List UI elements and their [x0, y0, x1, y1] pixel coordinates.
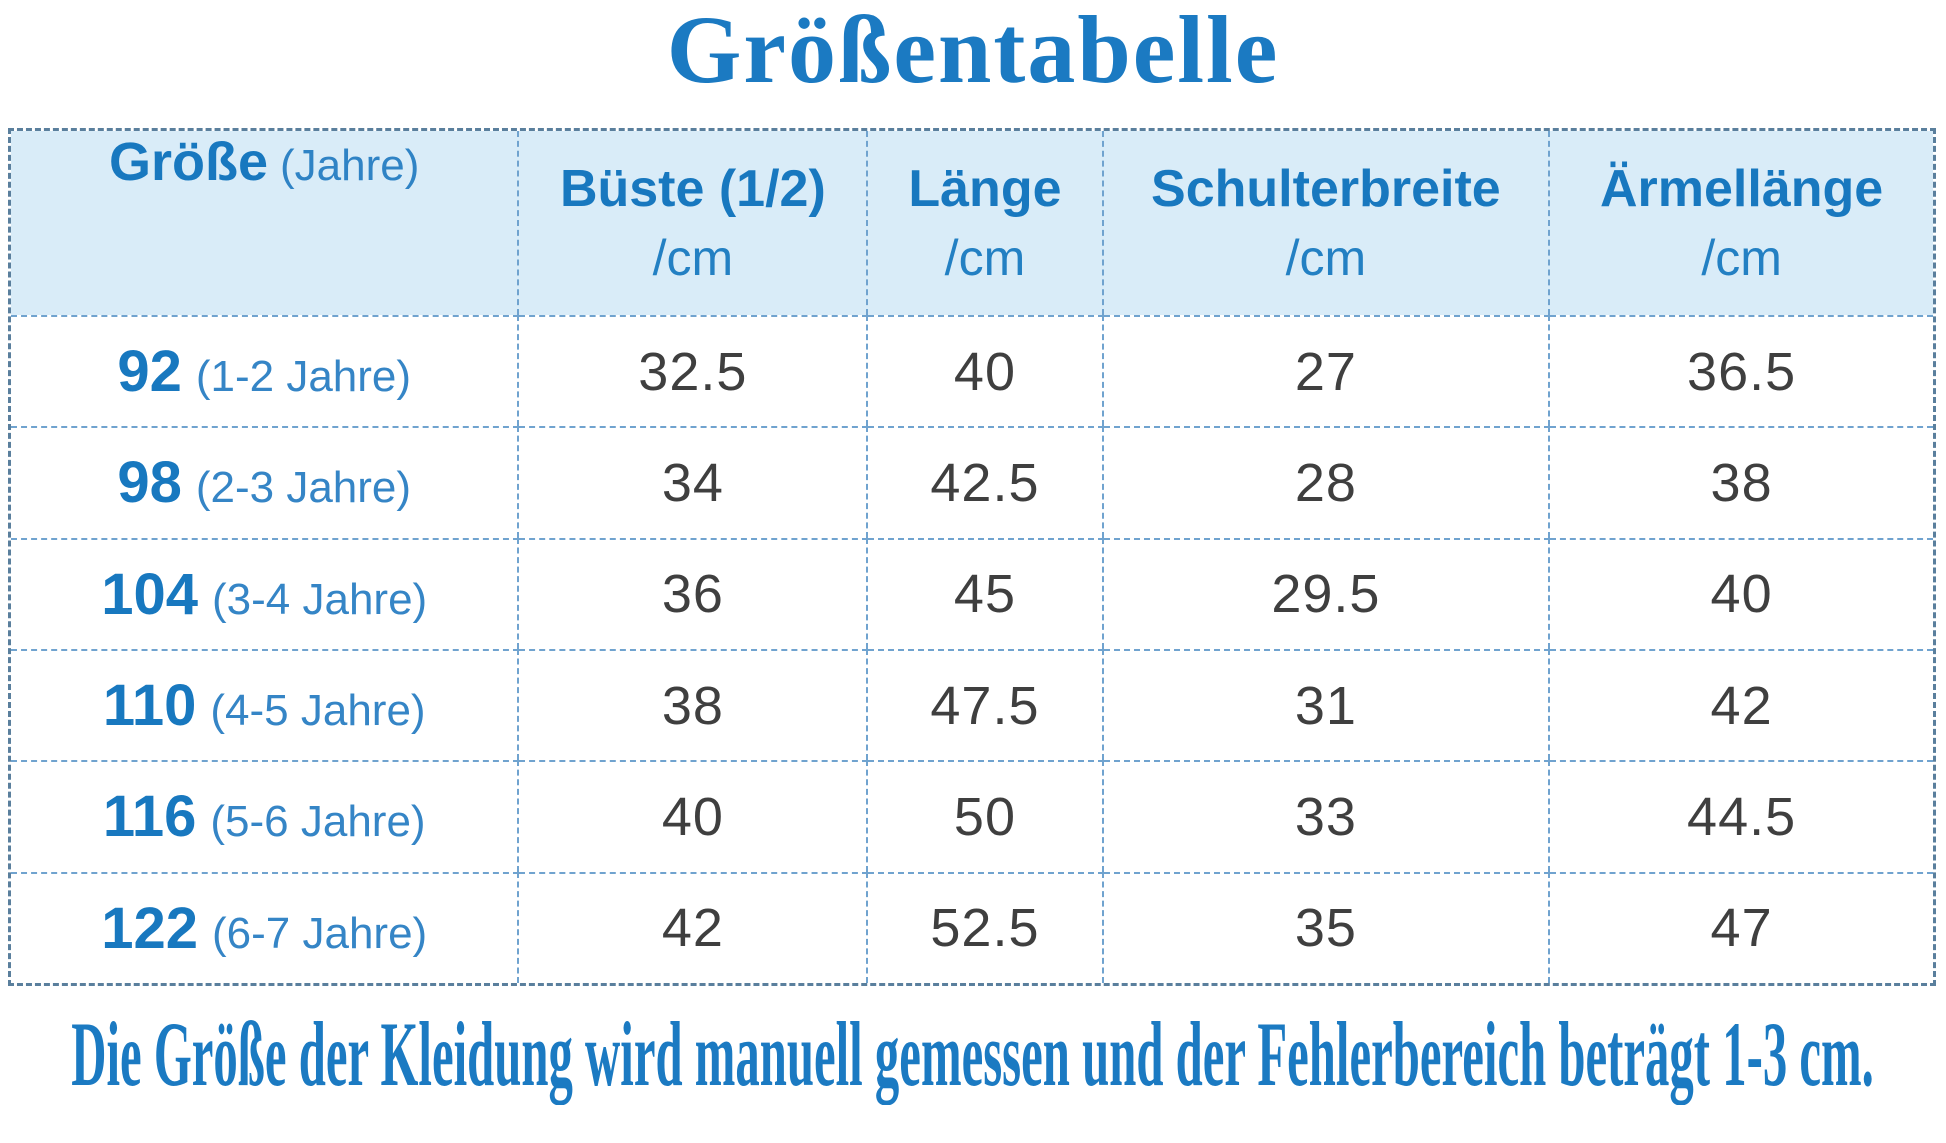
- shoulder-cell: 33: [1103, 760, 1551, 872]
- bust-value: 34: [661, 452, 724, 513]
- header-label: Büste (1/2): [559, 159, 826, 218]
- bust-value: 36: [661, 564, 724, 625]
- header-unit: /cm: [944, 229, 1026, 286]
- size-number: 116: [102, 784, 197, 850]
- bust-value: 32.5: [638, 341, 748, 402]
- length-cell: 47.5: [868, 648, 1104, 761]
- length-value: 42.5: [930, 452, 1040, 513]
- age-range: (2-3 Jahre): [195, 463, 412, 513]
- bust-cell: 34: [519, 426, 869, 538]
- header-unit: /cm: [1285, 229, 1367, 286]
- header-label: Größe: [109, 132, 269, 192]
- measurement-note-row: Die Größe der Kleidung wird manuell geme…: [0, 1002, 1946, 1106]
- size-number: 104: [101, 561, 198, 627]
- header-unit: /cm: [652, 229, 734, 286]
- header-cell-aermellaenge: Ärmellänge /cm: [1550, 131, 1933, 315]
- sleeve-cell: 38: [1550, 426, 1933, 537]
- age-range: (5-6 Jahre): [210, 797, 426, 847]
- length-value: 47.5: [930, 675, 1040, 736]
- length-cell: 50: [868, 760, 1104, 872]
- sleeve-cell: 47: [1550, 871, 1933, 983]
- shoulder-cell: 29.5: [1103, 537, 1551, 649]
- bust-value: 40: [661, 786, 724, 847]
- measurement-note: Die Größe der Kleidung wird manuell geme…: [71, 1003, 1875, 1105]
- age-range: (4-5 Jahre): [210, 686, 426, 736]
- sleeve-value: 38: [1710, 452, 1773, 513]
- bust-cell: 38: [519, 648, 869, 761]
- sleeve-cell: 36.5: [1550, 314, 1933, 426]
- bust-cell: 36: [519, 537, 869, 649]
- size-cell: 92 (1-2 Jahre): [11, 314, 520, 427]
- shoulder-cell: 35: [1103, 871, 1551, 983]
- length-value: 40: [953, 341, 1016, 402]
- shoulder-value: 35: [1294, 898, 1357, 959]
- header-cell-schulterbreite: Schulterbreite /cm: [1103, 131, 1551, 315]
- size-cell: 104 (3-4 Jahre): [11, 537, 520, 649]
- size-cell: 98 (2-3 Jahre): [11, 426, 520, 538]
- length-value: 45: [953, 564, 1016, 625]
- shoulder-cell: 31: [1103, 648, 1551, 761]
- size-cell: 122 (6-7 Jahre): [11, 871, 520, 983]
- sleeve-value: 44.5: [1687, 786, 1797, 847]
- shoulder-value: 31: [1294, 675, 1357, 736]
- length-cell: 42.5: [868, 426, 1104, 538]
- shoulder-cell: 28: [1103, 426, 1551, 538]
- header-label: Schulterbreite: [1151, 159, 1501, 218]
- header-cell-groesse: Größe (Jahre): [11, 131, 520, 315]
- size-cell: 110 (4-5 Jahre): [11, 648, 520, 761]
- age-range: (6-7 Jahre): [212, 908, 428, 958]
- length-value: 50: [953, 786, 1016, 847]
- sleeve-cell: 42: [1550, 648, 1933, 760]
- size-number: 98: [117, 450, 182, 516]
- shoulder-value: 27: [1294, 341, 1357, 402]
- sleeve-value: 36.5: [1687, 341, 1797, 402]
- length-value: 52.5: [930, 898, 1040, 959]
- header-label: Ärmellänge: [1599, 159, 1884, 218]
- bust-cell: 42: [519, 871, 869, 983]
- shoulder-value: 33: [1294, 786, 1357, 847]
- length-cell: 52.5: [868, 871, 1104, 983]
- bust-value: 42: [661, 898, 724, 959]
- size-number: 92: [117, 339, 182, 405]
- header-cell-bueste: Büste (1/2) /cm: [519, 131, 869, 315]
- bust-value: 38: [661, 675, 724, 736]
- sleeve-value: 40: [1710, 564, 1773, 625]
- size-number: 110: [102, 673, 197, 739]
- size-number: 122: [101, 895, 198, 961]
- sleeve-value: 47: [1710, 898, 1773, 959]
- shoulder-value: 29.5: [1271, 564, 1381, 625]
- header-unit: /cm: [1701, 229, 1782, 286]
- shoulder-cell: 27: [1103, 314, 1551, 427]
- header-cell-laenge: Länge /cm: [868, 131, 1104, 315]
- length-cell: 45: [868, 537, 1104, 649]
- header-label: Länge: [908, 159, 1062, 218]
- age-range: (3-4 Jahre): [212, 574, 428, 624]
- sleeve-value: 42: [1710, 675, 1773, 736]
- size-chart-table: Größe (Jahre) Büste (1/2) /cm Länge /cm …: [8, 128, 1936, 986]
- shoulder-value: 28: [1294, 452, 1357, 513]
- size-cell: 116 (5-6 Jahre): [11, 760, 520, 872]
- page-title: Größentabelle: [666, 0, 1280, 103]
- length-cell: 40: [868, 314, 1104, 427]
- bust-cell: 32.5: [519, 314, 869, 427]
- page-title-row: Größentabelle: [0, 0, 1946, 104]
- age-range: (1-2 Jahre): [195, 352, 412, 402]
- header-sublabel: (Jahre): [280, 141, 420, 190]
- sleeve-cell: 40: [1550, 537, 1933, 649]
- bust-cell: 40: [519, 760, 869, 872]
- sleeve-cell: 44.5: [1550, 760, 1933, 871]
